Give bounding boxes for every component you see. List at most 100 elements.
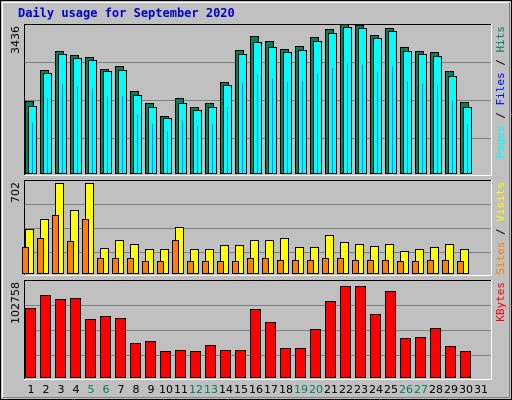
bar-kbytes (55, 299, 66, 378)
day-label: 21 (324, 383, 338, 396)
day-label: 26 (399, 383, 413, 396)
bar-sites (352, 260, 359, 274)
day-label: 1 (28, 383, 35, 396)
day-label: 23 (354, 383, 368, 396)
bar-visits (115, 240, 124, 274)
day-label: 30 (459, 383, 473, 396)
legend-entry: / (494, 106, 507, 126)
bar-kbytes (310, 329, 321, 378)
legend-kbytes: KBytes (494, 282, 507, 322)
bar-kbytes (70, 298, 81, 378)
legend-entry: / (494, 53, 507, 73)
bar-sites (292, 260, 299, 274)
bar-visits (265, 240, 274, 274)
day-label: 19 (294, 383, 308, 396)
legend-hits-files-pages: Pages / Files / Hits (494, 26, 507, 159)
bar-kbytes (265, 322, 276, 378)
day-label: 6 (103, 383, 110, 396)
bar-visits (325, 235, 334, 274)
day-label: 18 (279, 383, 293, 396)
day-label: 20 (309, 383, 323, 396)
day-label: 16 (249, 383, 263, 396)
bar-kbytes (355, 286, 366, 378)
bar-kbytes (100, 316, 111, 378)
day-label: 25 (384, 383, 398, 396)
bar-sites (52, 215, 59, 274)
bar-kbytes (295, 348, 306, 378)
bar-sites (307, 260, 314, 274)
bar-sites (82, 219, 89, 274)
bar-kbytes (460, 351, 471, 378)
bar-kbytes (205, 345, 216, 378)
bar-sites (442, 260, 449, 274)
bar-kbytes (400, 338, 411, 378)
bar-sites (187, 261, 194, 274)
day-label: 4 (73, 383, 80, 396)
bar-sites (457, 261, 464, 274)
bar-kbytes (370, 314, 381, 378)
bar-sites (382, 260, 389, 274)
bar-sites (232, 261, 239, 274)
day-label: 5 (88, 383, 95, 396)
bar-kbytes (325, 301, 336, 378)
day-label: 27 (414, 383, 428, 396)
bar-kbytes (160, 351, 171, 378)
day-label: 9 (148, 383, 155, 396)
legend-entry: Sites (494, 242, 507, 275)
bar-kbytes (130, 343, 141, 378)
bar-kbytes (175, 350, 186, 378)
bar-kbytes (115, 318, 126, 378)
legend-entry: Hits (494, 26, 507, 53)
legend-entry: KBytes (494, 282, 507, 322)
bar-visits (235, 245, 244, 274)
max-label-hits-files-pages: 3436 (9, 26, 22, 54)
bar-kbytes (85, 319, 96, 378)
day-label: 12 (189, 383, 203, 396)
bar-kbytes (430, 328, 441, 378)
bar-kbytes (250, 309, 261, 378)
bar-kbytes (445, 346, 456, 378)
bar-visits (220, 245, 229, 274)
bar-sites (142, 261, 149, 274)
bar-sites (412, 261, 419, 274)
day-label: 29 (444, 383, 458, 396)
bar-kbytes (415, 337, 426, 378)
bar-kbytes (25, 308, 36, 378)
bar-sites (397, 261, 404, 274)
day-label: 15 (234, 383, 248, 396)
bar-sites (322, 258, 329, 274)
bar-kbytes (385, 291, 396, 378)
bar-sites (277, 260, 284, 274)
bar-kbytes (220, 350, 231, 378)
legend-entry: / (494, 222, 507, 242)
day-label: 22 (339, 383, 353, 396)
legend-entry: Visits (494, 182, 507, 222)
day-label: 3 (58, 383, 65, 396)
day-label: 8 (133, 383, 140, 396)
day-label: 24 (369, 383, 383, 396)
day-label: 14 (219, 383, 233, 396)
legend-visits-sites: Sites / Visits (494, 182, 507, 275)
legend-entry: Pages (494, 125, 507, 158)
day-label: 11 (174, 383, 188, 396)
bar-sites (337, 258, 344, 274)
day-label: 10 (159, 383, 173, 396)
bar-kbytes (145, 341, 156, 378)
bar-sites (112, 258, 119, 274)
chart-title: Daily usage for September 2020 (18, 6, 235, 20)
day-label: 2 (43, 383, 50, 396)
day-label: 31 (474, 383, 488, 396)
bar-visits (280, 238, 289, 274)
legend-entry: Files (494, 72, 507, 105)
bar-visits (385, 244, 394, 274)
max-label-kbytes: 102758 (9, 282, 22, 324)
bar-sites (22, 247, 29, 274)
bar-sites (367, 260, 374, 274)
bar-sites (427, 260, 434, 274)
day-label: 28 (429, 383, 443, 396)
day-label: 17 (264, 383, 278, 396)
bar-sites (172, 240, 179, 274)
bar-sites (37, 238, 44, 274)
